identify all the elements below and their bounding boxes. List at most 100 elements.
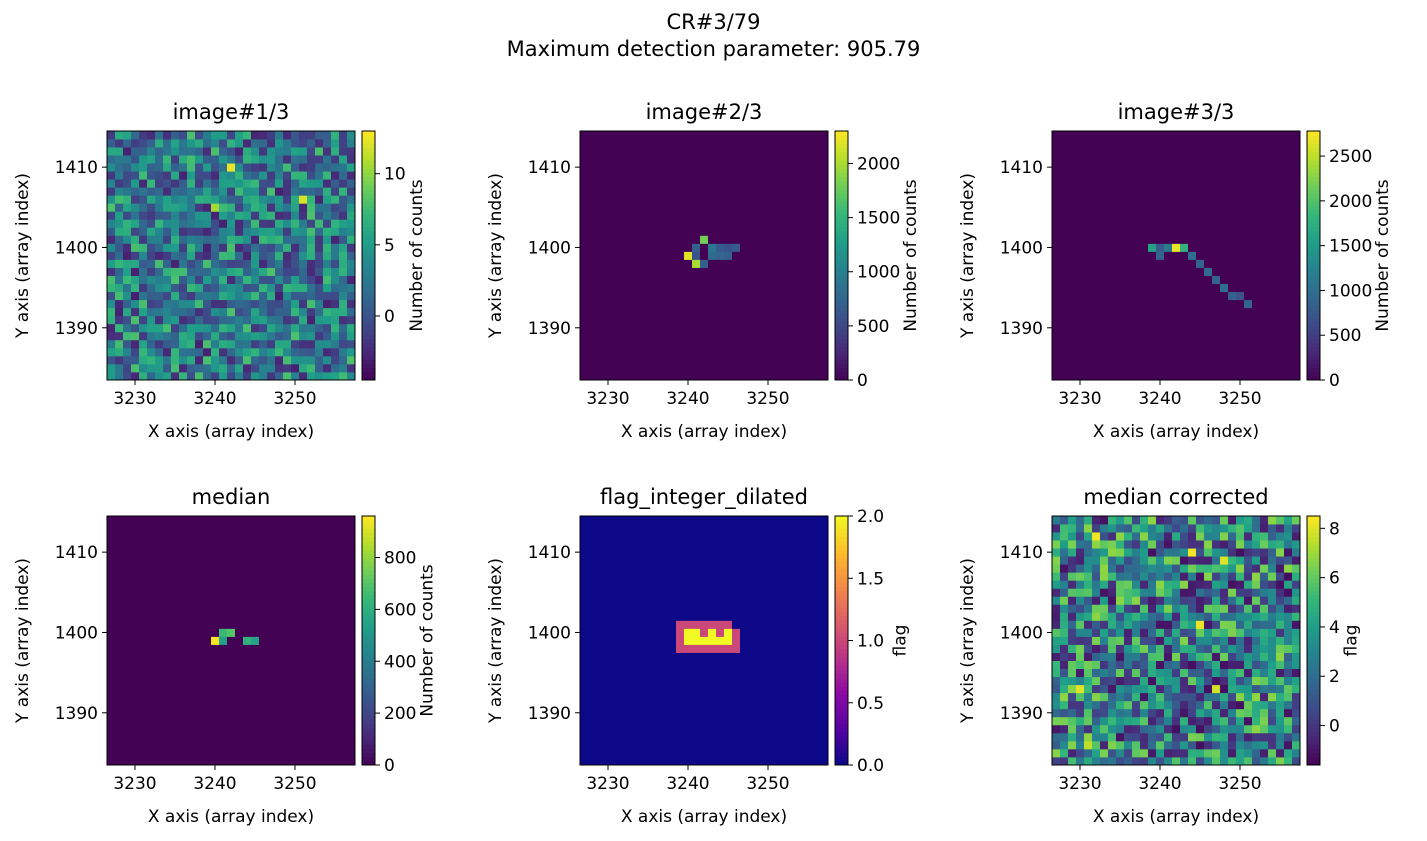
heatmap-cell [1268, 155, 1277, 164]
heatmap-cell [131, 347, 140, 357]
heatmap-cell [700, 227, 709, 236]
heatmap-cell [1204, 283, 1213, 293]
heatmap-cell [115, 179, 124, 188]
heatmap-cell [179, 299, 188, 309]
heatmap-cell [716, 732, 725, 742]
heatmap-cell [644, 556, 653, 565]
heatmap-cell [331, 732, 340, 742]
heatmap-cell [275, 219, 284, 228]
colorbar-band [1307, 346, 1320, 352]
heatmap-cell [307, 724, 316, 734]
heatmap-cell [620, 267, 629, 276]
heatmap-cell [732, 235, 741, 244]
heatmap-cell [756, 628, 765, 637]
heatmap-cell [179, 564, 188, 573]
heatmap-cell [347, 628, 356, 637]
heatmap-cell [788, 660, 797, 670]
heatmap-cell [716, 171, 725, 180]
heatmap-cell [580, 756, 589, 766]
heatmap-cell [708, 131, 717, 140]
heatmap-cell [748, 307, 757, 317]
heatmap-cell [1276, 259, 1285, 268]
heatmap-cell [764, 323, 773, 333]
heatmap-cell [259, 716, 268, 726]
heatmap-cell [644, 147, 653, 156]
heatmap-cell [756, 179, 765, 188]
heatmap-cell [1292, 147, 1301, 156]
heatmap-cell [283, 267, 292, 276]
heatmap-cell [315, 540, 324, 549]
heatmap-cell [139, 323, 148, 333]
heatmap-cell [764, 628, 773, 637]
heatmap-cell [748, 347, 757, 357]
heatmap-cell [1076, 355, 1085, 365]
heatmap-cell [259, 139, 268, 148]
heatmap-cell [291, 299, 300, 309]
heatmap-cell [596, 724, 605, 734]
heatmap-cell [764, 740, 773, 750]
heatmap-cell [211, 684, 220, 694]
heatmap-cell [1188, 347, 1197, 357]
heatmap-cell [684, 219, 693, 228]
heatmap-cell [724, 724, 733, 734]
heatmap-cell [195, 692, 204, 702]
heatmap-cell [652, 347, 661, 357]
heatmap-cell [692, 347, 701, 357]
heatmap-cell [275, 299, 284, 309]
heatmap-cell [596, 668, 605, 678]
heatmap-cell [1052, 187, 1061, 196]
heatmap-cell [243, 267, 252, 276]
heatmap-cell [804, 283, 813, 293]
heatmap-cell [307, 540, 316, 549]
heatmap-cell [283, 179, 292, 188]
x-tick-label: 3250 [746, 389, 789, 409]
heatmap-cell [1244, 219, 1253, 228]
heatmap-cell [179, 339, 188, 349]
heatmap-cell [267, 259, 276, 268]
heatmap-cell [243, 684, 252, 694]
heatmap-cell [764, 163, 773, 172]
heatmap-cell [1276, 147, 1285, 156]
heatmap-cell [211, 716, 220, 726]
heatmap-cell [1156, 347, 1165, 357]
heatmap-cell [243, 652, 252, 661]
heatmap-cell [780, 684, 789, 694]
heatmap-cell [307, 267, 316, 276]
heatmap-cell [1060, 235, 1069, 244]
heatmap-cell [644, 339, 653, 349]
heatmap-cell [227, 219, 236, 228]
heatmap-cell [1172, 163, 1181, 172]
heatmap-cell [195, 596, 204, 605]
heatmap-cell [628, 155, 637, 164]
heatmap-cell [179, 692, 188, 702]
heatmap-cell [299, 692, 308, 702]
heatmap-cell [636, 716, 645, 726]
x-tick-label: 3240 [1138, 389, 1181, 409]
heatmap-cell [1188, 275, 1197, 285]
heatmap-cell [1252, 219, 1261, 228]
heatmap-cell [1276, 291, 1285, 301]
heatmap-cell [267, 267, 276, 276]
heatmap-cell [620, 307, 629, 317]
heatmap-cell [812, 684, 821, 694]
heatmap-cell [187, 684, 196, 694]
heatmap-cell [628, 211, 637, 220]
heatmap-cell [155, 684, 164, 694]
heatmap-cell [708, 596, 717, 605]
heatmap-cell [227, 724, 236, 734]
heatmap-cell [588, 219, 597, 228]
colorbar-tick-label: 1500 [857, 209, 900, 229]
heatmap-cell [588, 668, 597, 678]
heatmap-cell [307, 291, 316, 301]
heatmap-cell [171, 700, 180, 710]
heatmap-cell [764, 700, 773, 710]
colorbar-band [362, 611, 375, 617]
heatmap-cell [788, 756, 797, 766]
heatmap-cell [107, 532, 116, 541]
heatmap-cell [772, 684, 781, 694]
heatmap-cell [1276, 163, 1285, 172]
heatmap-cell [764, 307, 773, 317]
heatmap-cell [1196, 259, 1205, 268]
heatmap-cell [203, 748, 212, 758]
heatmap-cell [115, 524, 124, 533]
